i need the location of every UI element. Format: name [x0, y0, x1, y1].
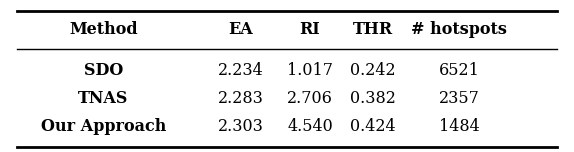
Text: 2357: 2357	[439, 90, 480, 107]
Text: 1484: 1484	[439, 118, 479, 135]
Text: 2.706: 2.706	[287, 90, 333, 107]
Text: THR: THR	[353, 21, 393, 38]
Text: 0.242: 0.242	[350, 62, 396, 79]
Text: SDO: SDO	[84, 62, 123, 79]
Text: RI: RI	[300, 21, 320, 38]
Text: 4.540: 4.540	[287, 118, 333, 135]
Text: TNAS: TNAS	[78, 90, 129, 107]
Text: 2.234: 2.234	[218, 62, 264, 79]
Text: 2.303: 2.303	[218, 118, 264, 135]
Text: 0.424: 0.424	[350, 118, 396, 135]
Text: Our Approach: Our Approach	[41, 118, 166, 135]
Text: # hotspots: # hotspots	[411, 21, 507, 38]
Text: 2.283: 2.283	[218, 90, 264, 107]
Text: Method: Method	[69, 21, 138, 38]
Text: 0.382: 0.382	[350, 90, 396, 107]
Text: EA: EA	[228, 21, 254, 38]
Text: 6521: 6521	[439, 62, 480, 79]
Text: 1.017: 1.017	[287, 62, 333, 79]
